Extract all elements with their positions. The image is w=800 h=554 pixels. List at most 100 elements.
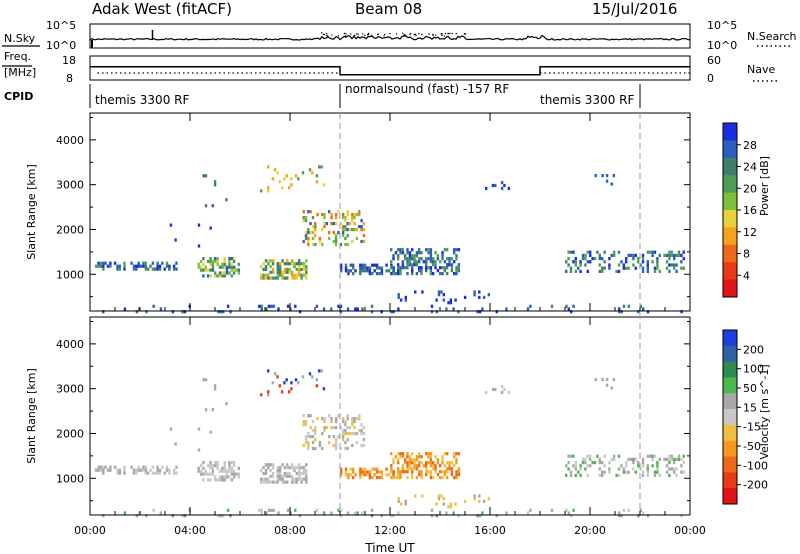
velocity-cell: [397, 452, 400, 456]
power-cell: [601, 174, 604, 178]
velocity-cell: [219, 514, 223, 518]
power-cell: [359, 269, 362, 273]
colorbar-tick-label: 28: [743, 139, 757, 152]
velocity-cell: [258, 508, 261, 512]
velocity-cell: [569, 454, 573, 458]
velocity-cell: [216, 461, 219, 465]
power-cell: [572, 304, 575, 308]
power-cell: [271, 267, 275, 272]
power-cell: [278, 180, 281, 184]
colorbar-segment: [723, 330, 737, 347]
velocity-cell: [665, 464, 669, 468]
velocity-cell: [218, 475, 222, 479]
velocity-cell: [353, 420, 356, 424]
power-cell: [441, 254, 444, 258]
velocity-cell: [267, 369, 270, 373]
power-cell: [225, 268, 229, 272]
velocity-cell: [589, 454, 592, 458]
noise-search-point: [362, 33, 364, 35]
velocity-cell: [279, 471, 282, 476]
power-cell: [641, 260, 645, 264]
power-cell: [414, 290, 417, 294]
velocity-cell: [668, 461, 671, 465]
power-cell: [418, 251, 421, 255]
velocity-cell: [361, 467, 364, 471]
velocity-cell: [307, 446, 310, 451]
power-cell: [279, 270, 282, 274]
velocity-cell: [399, 476, 402, 480]
velocity-cell: [237, 472, 240, 476]
velocity-cell: [334, 417, 338, 421]
power-cell: [314, 234, 317, 238]
velocity-cell: [411, 473, 414, 477]
power-cell: [397, 266, 400, 270]
velocity-cell: [429, 452, 433, 456]
velocity-cell: [618, 511, 621, 515]
power-cell: [436, 254, 440, 258]
velocity-cell: [441, 470, 444, 474]
noise-search-point: [443, 35, 445, 37]
velocity-cell: [567, 511, 570, 515]
power-cell: [230, 257, 233, 261]
power-cell: [615, 269, 618, 273]
power-cell: [305, 276, 308, 280]
power-cell: [328, 236, 331, 241]
velocity-cell: [311, 435, 315, 439]
power-cell: [271, 262, 275, 266]
velocity-cell: [221, 466, 224, 470]
velocity-cell: [608, 461, 611, 465]
velocity-cell: [276, 474, 279, 478]
velocity-cell: [156, 468, 159, 472]
velocity-cell: [404, 458, 407, 462]
power-cell: [314, 225, 317, 229]
power-cell: [390, 266, 393, 270]
velocity-cell: [206, 478, 210, 482]
power-cell: [99, 264, 103, 268]
power-cell: [183, 310, 187, 314]
velocity-cell: [260, 393, 263, 397]
colorbar-segment: [723, 440, 737, 458]
power-cell: [340, 266, 343, 270]
velocity-cell: [440, 494, 443, 498]
power-cell: [668, 269, 671, 273]
velocity-cell: [337, 508, 340, 512]
velocity-cell: [401, 464, 405, 468]
velocity-cell: [565, 473, 568, 477]
power-cell: [581, 257, 585, 261]
velocity-cell: [235, 472, 238, 476]
power-cell: [168, 264, 171, 268]
velocity-cell: [596, 454, 599, 458]
power-cell: [344, 225, 347, 229]
power-cell: [392, 257, 395, 261]
power-cell: [206, 259, 210, 264]
velocity-cell: [305, 474, 308, 478]
power-cell: [404, 257, 407, 261]
velocity-cell: [109, 468, 112, 472]
velocity-cell: [174, 442, 177, 446]
power-cell: [363, 263, 367, 267]
velocity-cell: [450, 467, 454, 471]
power-cell: [437, 290, 441, 294]
velocity-cell: [264, 480, 268, 484]
colorbar-segment: [723, 140, 737, 159]
power-cell: [165, 264, 169, 268]
velocity-cell: [439, 476, 442, 480]
colorbar-tick-label: -100: [743, 459, 768, 472]
velocity-cell: [673, 457, 676, 461]
velocity-cell: [269, 463, 272, 467]
velocity-cell: [579, 467, 582, 471]
velocity-cell: [406, 452, 409, 456]
velocity-cell: [413, 458, 416, 462]
velocity-cell: [615, 473, 618, 477]
power-cell: [401, 266, 405, 270]
power-cell: [281, 270, 284, 274]
colorbar-segment: [723, 157, 737, 176]
velocity-cell: [613, 457, 616, 461]
power-cell: [478, 295, 481, 299]
power-cell: [302, 265, 306, 269]
noise-search-point: [331, 34, 333, 36]
velocity-cell: [304, 438, 308, 442]
velocity-cell: [598, 467, 601, 471]
velocity-cell: [332, 443, 335, 448]
